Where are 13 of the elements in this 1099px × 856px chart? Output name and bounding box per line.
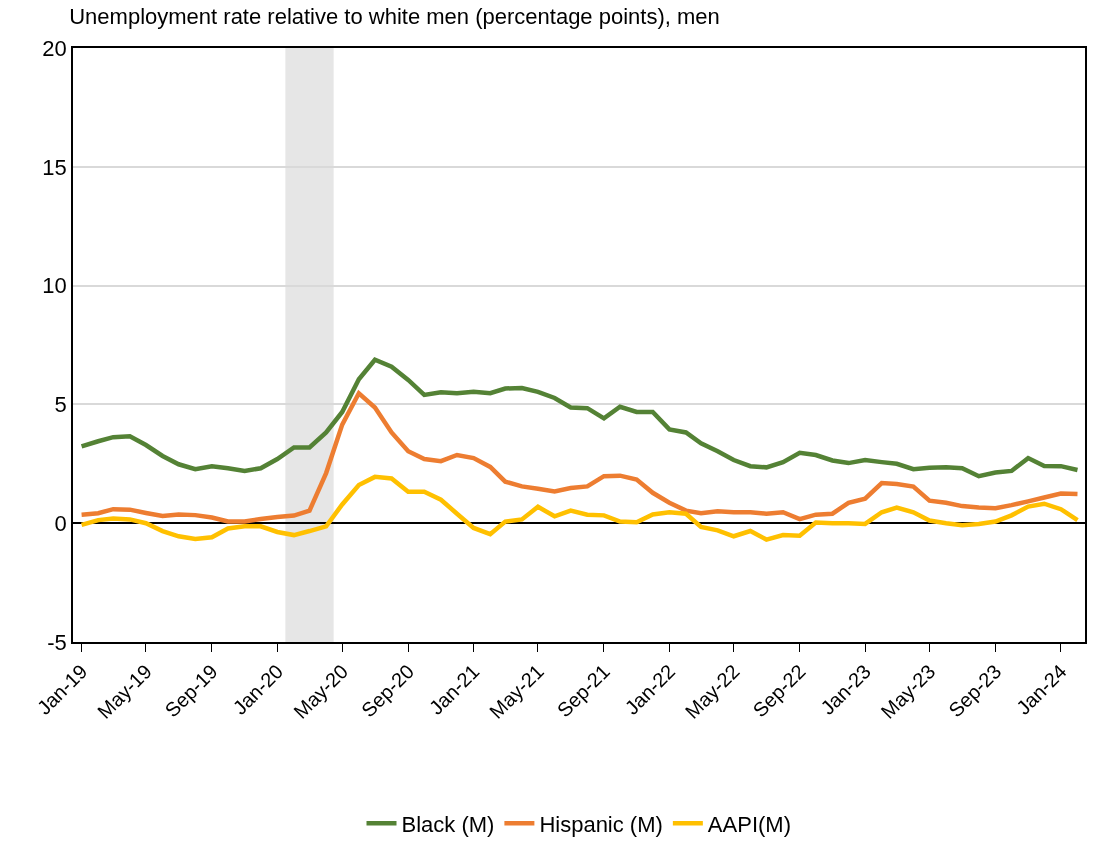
line-series [79,357,1080,479]
line-series [79,390,1080,524]
chart-title: Unemployment rate relative to white men (percentage points), men [69,3,720,29]
y-tick-label: 0 [54,510,67,536]
y-tick-label: 10 [42,273,67,299]
y-tick-label: 5 [54,392,67,418]
y-tick-label: -5 [47,629,67,655]
y-tick-label: 15 [42,154,67,180]
legend-label: AAPI(M) [707,811,791,837]
legend-label: Black (M) [401,811,495,837]
legend-label: Hispanic (M) [539,811,663,837]
line-series [79,474,1080,542]
y-tick-label: 20 [42,35,67,61]
